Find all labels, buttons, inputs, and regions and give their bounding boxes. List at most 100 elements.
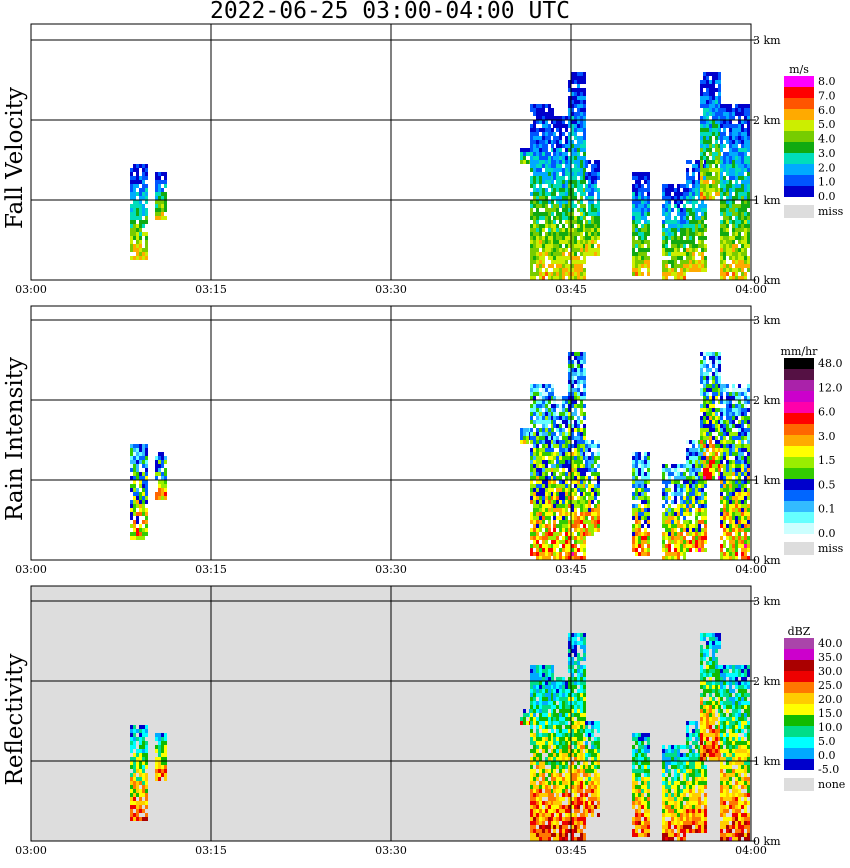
echo-cell (700, 80, 703, 84)
echo-cell (647, 452, 650, 456)
echo-cell (712, 100, 715, 104)
echo-cell (674, 484, 677, 488)
echo-cell (530, 384, 533, 388)
echo-cell (536, 520, 539, 524)
echo-cell (583, 536, 586, 540)
echo-cell (533, 228, 536, 232)
echo-cell (686, 228, 689, 232)
echo-cell (133, 500, 136, 504)
echo-cell (542, 749, 545, 753)
echo-cell (706, 384, 709, 388)
echo-cell (689, 188, 692, 192)
echo-cell (698, 532, 701, 536)
echo-cell (738, 436, 741, 440)
echo-cell (562, 416, 565, 420)
echo-cell (139, 452, 142, 456)
echo-cell (539, 544, 542, 548)
echo-cell (692, 452, 695, 456)
echo-cell (738, 512, 741, 516)
echo-cell (700, 476, 703, 480)
echo-cell (562, 677, 565, 681)
echo-cell (571, 212, 574, 216)
echo-cell (133, 520, 136, 524)
colorbar-swatch (784, 424, 814, 435)
echo-cell (520, 148, 523, 152)
echo-cell (703, 440, 706, 444)
echo-cell (668, 212, 671, 216)
echo-cell (536, 556, 539, 560)
echo-cell (548, 837, 551, 841)
echo-cell (732, 440, 735, 444)
echo-cell (562, 240, 565, 244)
echo-cell (536, 108, 539, 112)
echo-cell (632, 476, 635, 480)
echo-cell (545, 104, 548, 108)
y-tick-label: 2 km (753, 394, 781, 407)
echo-cell (729, 244, 732, 248)
echo-cell (700, 424, 703, 428)
echo-cell (709, 452, 712, 456)
echo-cell (723, 160, 726, 164)
echo-cell (729, 400, 732, 404)
echo-cell (744, 160, 747, 164)
echo-cell (545, 713, 548, 717)
echo-cell (591, 512, 594, 516)
echo-cell (729, 212, 732, 216)
echo-cell (718, 128, 721, 132)
echo-cell (635, 512, 638, 516)
echo-cell (161, 204, 164, 208)
echo-cell (556, 416, 559, 420)
echo-cell (577, 360, 580, 364)
echo-cell (703, 128, 706, 132)
echo-cell (698, 500, 701, 504)
echo-cell (530, 456, 533, 460)
echo-cell (686, 456, 689, 460)
echo-cell (158, 757, 161, 761)
echo-cell (577, 152, 580, 156)
echo-cell (703, 424, 706, 428)
echo-cell (695, 496, 698, 500)
echo-cell (533, 192, 536, 196)
echo-cell (548, 797, 551, 801)
colorbar-label: 8.0 (818, 75, 836, 88)
echo-cell (738, 508, 741, 512)
echo-cell (559, 240, 562, 244)
echo-cell (130, 508, 133, 512)
echo-cell (565, 548, 568, 552)
echo-cell (539, 260, 542, 264)
echo-cell (542, 188, 545, 192)
echo-cell (723, 388, 726, 392)
echo-cell (677, 468, 680, 472)
echo-cell (712, 180, 715, 184)
echo-cell (574, 220, 577, 224)
echo-cell (698, 548, 701, 552)
echo-cell (692, 248, 695, 252)
echo-cell (551, 148, 554, 152)
echo-cell (145, 492, 148, 496)
echo-cell (548, 757, 551, 761)
echo-cell (594, 228, 597, 232)
echo-cell (701, 256, 704, 260)
echo-cell (536, 112, 539, 116)
echo-cell (686, 468, 689, 472)
echo-cell (568, 356, 571, 360)
echo-cell (559, 156, 562, 160)
echo-cell (571, 228, 574, 232)
echo-cell (700, 408, 703, 412)
echo-cell (133, 741, 136, 745)
echo-cell (726, 164, 729, 168)
echo-cell (574, 192, 577, 196)
echo-cell (700, 156, 703, 160)
x-tick-label: 03:15 (195, 283, 227, 296)
echo-cell (130, 168, 133, 172)
echo-cell (585, 532, 588, 536)
echo-cell (542, 140, 545, 144)
echo-cell (568, 528, 571, 532)
echo-cell (577, 76, 580, 80)
echo-cell (551, 248, 554, 252)
echo-cell (741, 224, 744, 228)
echo-cell (145, 212, 148, 216)
echo-cell (744, 472, 747, 476)
echo-cell (692, 540, 695, 544)
echo-cell (539, 172, 542, 176)
